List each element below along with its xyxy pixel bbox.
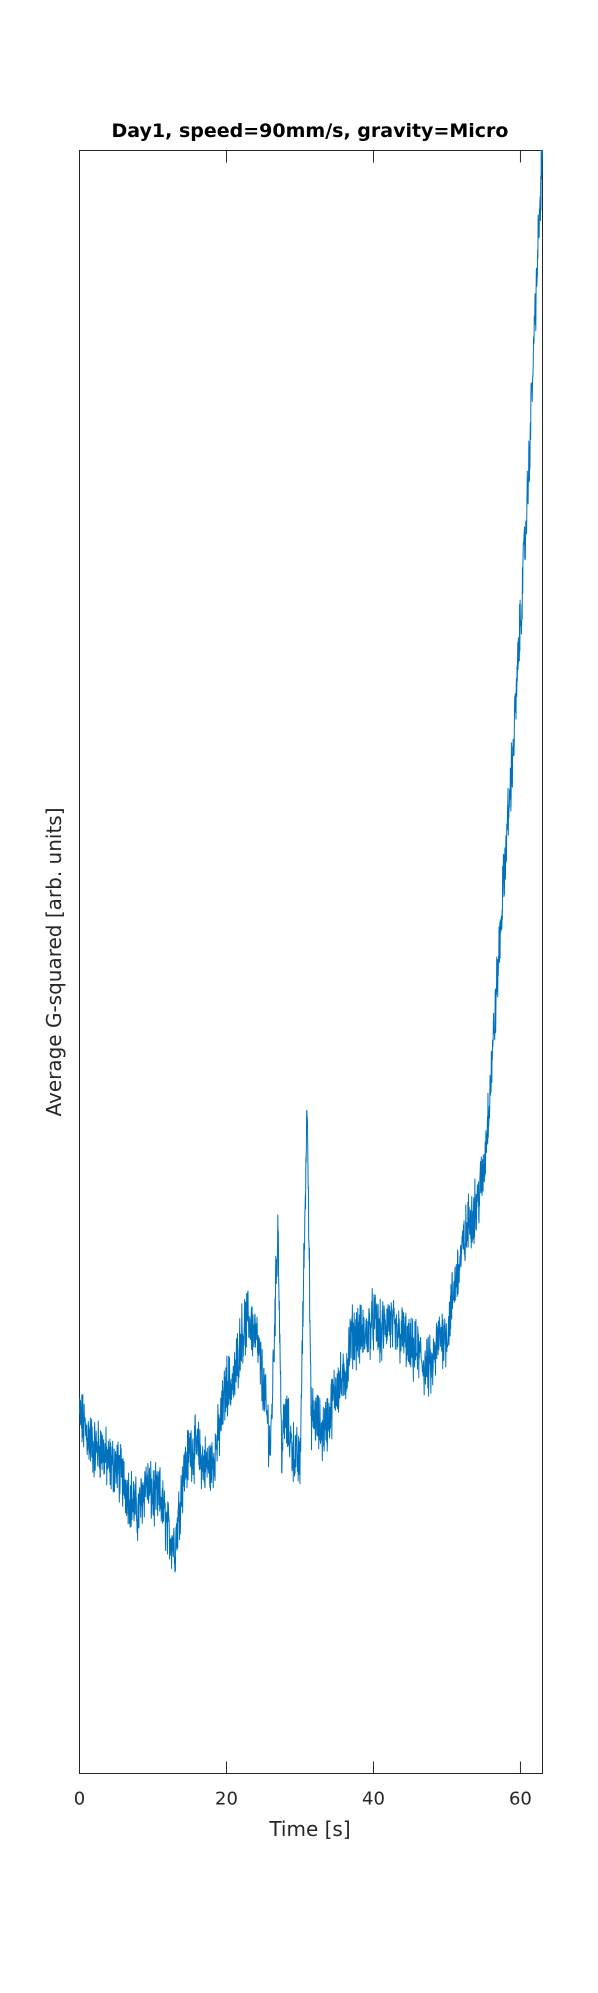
x-tick-label-60: 60 <box>509 1789 532 1810</box>
axes-frame <box>79 150 543 1774</box>
chart-title: Day1, speed=90mm/s, gravity=Micro <box>112 120 509 142</box>
x-axis: 0 20 40 60 <box>74 150 532 1810</box>
x-axis-label: Time [s] <box>268 1817 350 1841</box>
x-tick-label-0: 0 <box>74 1789 85 1810</box>
series-line <box>79 150 543 1573</box>
y-axis-label: Average G-squared [arb. units] <box>42 807 66 1116</box>
x-tick-label-40: 40 <box>362 1789 385 1810</box>
plot-area: 0 20 40 60 <box>74 150 543 1810</box>
x-tick-label-20: 20 <box>215 1789 238 1810</box>
